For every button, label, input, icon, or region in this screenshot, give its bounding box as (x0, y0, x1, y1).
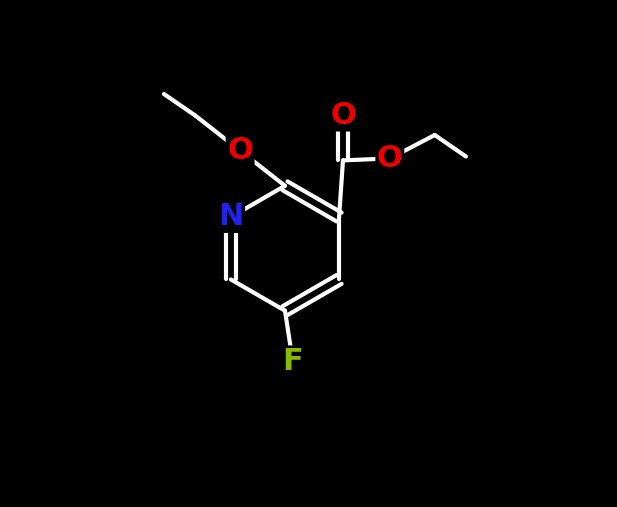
Text: N: N (218, 202, 244, 232)
Text: F: F (283, 347, 303, 376)
Text: O: O (227, 136, 253, 165)
Text: O: O (330, 101, 356, 130)
Text: O: O (377, 144, 403, 173)
